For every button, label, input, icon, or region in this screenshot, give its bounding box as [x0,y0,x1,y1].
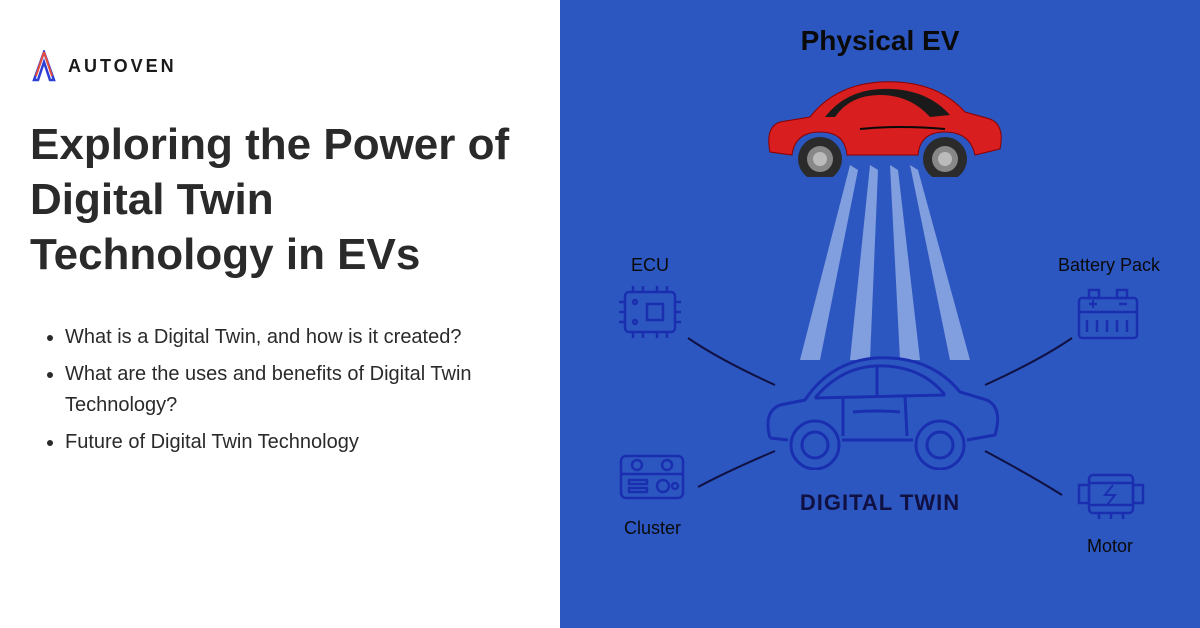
bullet-list: What is a Digital Twin, and how is it cr… [30,322,520,464]
brand: AUTOVEN [30,50,520,82]
left-panel: AUTOVEN Exploring the Power of Digital T… [0,0,560,628]
connector-line [680,330,780,400]
motor-icon [1075,465,1145,523]
motor-component: Motor [1075,465,1145,557]
motor-label: Motor [1075,536,1145,557]
brand-logo-icon [30,50,58,82]
list-item: Future of Digital Twin Technology [65,427,520,458]
ecu-component: ECU [615,255,685,347]
right-panel: Physical EV DIGIT [560,0,1200,628]
cluster-label: Cluster [615,518,690,539]
physical-ev-title: Physical EV [590,25,1170,57]
ecu-icon [615,282,685,342]
list-item: What are the uses and benefits of Digita… [65,359,520,421]
connector-line [980,445,1070,505]
battery-label: Battery Pack [1058,255,1160,276]
brand-name: AUTOVEN [68,56,177,77]
light-beam-icon [750,165,1010,365]
page-title: Exploring the Power of Digital Twin Tech… [30,117,520,282]
ecu-label: ECU [615,255,685,276]
physical-car-icon [750,67,1010,177]
connector-line [690,445,780,495]
list-item: What is a Digital Twin, and how is it cr… [65,322,520,353]
battery-icon [1071,282,1146,342]
cluster-icon [615,450,690,505]
digital-twin-car-icon [755,340,1005,470]
battery-component: Battery Pack [1058,255,1160,347]
digital-twin-title: DIGITAL TWIN [800,490,960,516]
cluster-component: Cluster [615,450,690,539]
